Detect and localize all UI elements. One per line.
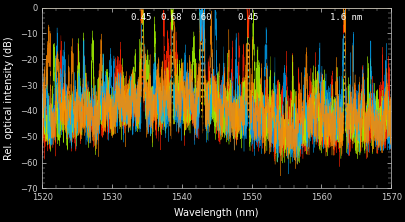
Text: 1.6 nm: 1.6 nm	[329, 13, 361, 22]
Text: 0.45: 0.45	[237, 13, 258, 22]
Text: 0.68: 0.68	[160, 13, 182, 22]
Text: 0.60: 0.60	[190, 13, 211, 22]
Text: 0.45: 0.45	[130, 13, 152, 22]
Y-axis label: Rel. optical intensity (dB): Rel. optical intensity (dB)	[4, 36, 14, 160]
X-axis label: Wavelength (nm): Wavelength (nm)	[174, 208, 258, 218]
